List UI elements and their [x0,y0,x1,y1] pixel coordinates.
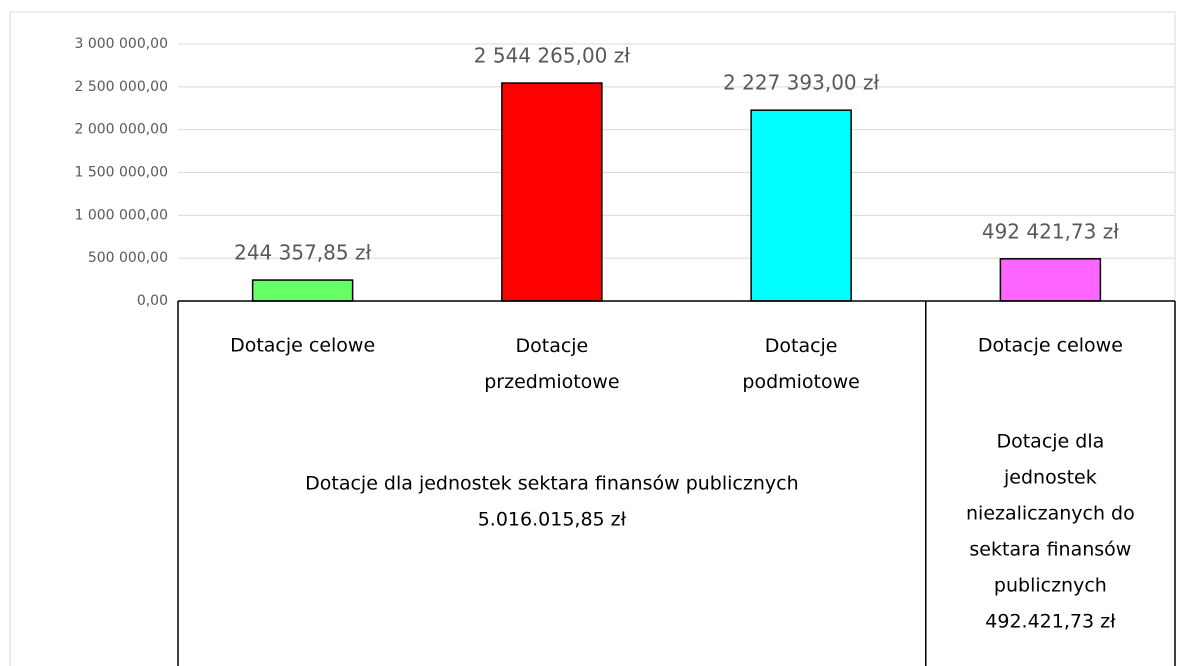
x-tick-label-line: Dotacje [515,335,588,357]
group-label: 492.421,73 zł [985,611,1116,633]
group-label: Dotacje dla jednostek sektara finansów p… [305,473,799,495]
y-tick-label: 1 500 000,00 [74,165,168,181]
bar [999,258,1102,302]
x-tick-label-line: podmiotowe [742,371,859,393]
x-tick-label-line: przedmiotowe [484,371,619,393]
group-label: sektara finansów [969,539,1131,561]
x-tick-label: Dotacje celowe [230,335,375,357]
data-label: 492 421,73 zł [982,219,1119,243]
group-label: 5.016.015,85 zł [478,509,627,531]
y-tick-label: 2 500 000,00 [74,79,168,95]
x-tick-label: Dotacje celowe [978,335,1123,357]
y-tick-label: 3 000 000,00 [74,36,168,52]
bar [251,279,354,302]
y-tick-label: 0,00 [137,293,168,309]
group-label: Dotacje dla [996,431,1104,453]
x-tick-label: Dotacje przedmiotowe [484,335,619,393]
data-label: 2 544 265,00 zł [474,44,630,68]
y-tick-label: 500 000,00 [88,250,168,266]
group-label: publicznych [994,575,1107,597]
group-label: jednostek [1003,467,1097,489]
x-tick-label-line: Dotacje [765,335,838,357]
data-label: 244 357,85 zł [234,241,371,265]
bar [501,82,603,302]
y-tick-label: 2 000 000,00 [74,122,168,138]
y-tick-label: 1 000 000,00 [74,207,168,223]
bar [750,109,852,302]
group-label: niezaliczanych do [966,503,1135,525]
data-label: 2 227 393,00 zł [723,71,879,95]
x-tick-label: Dotacje podmiotowe [742,335,859,393]
